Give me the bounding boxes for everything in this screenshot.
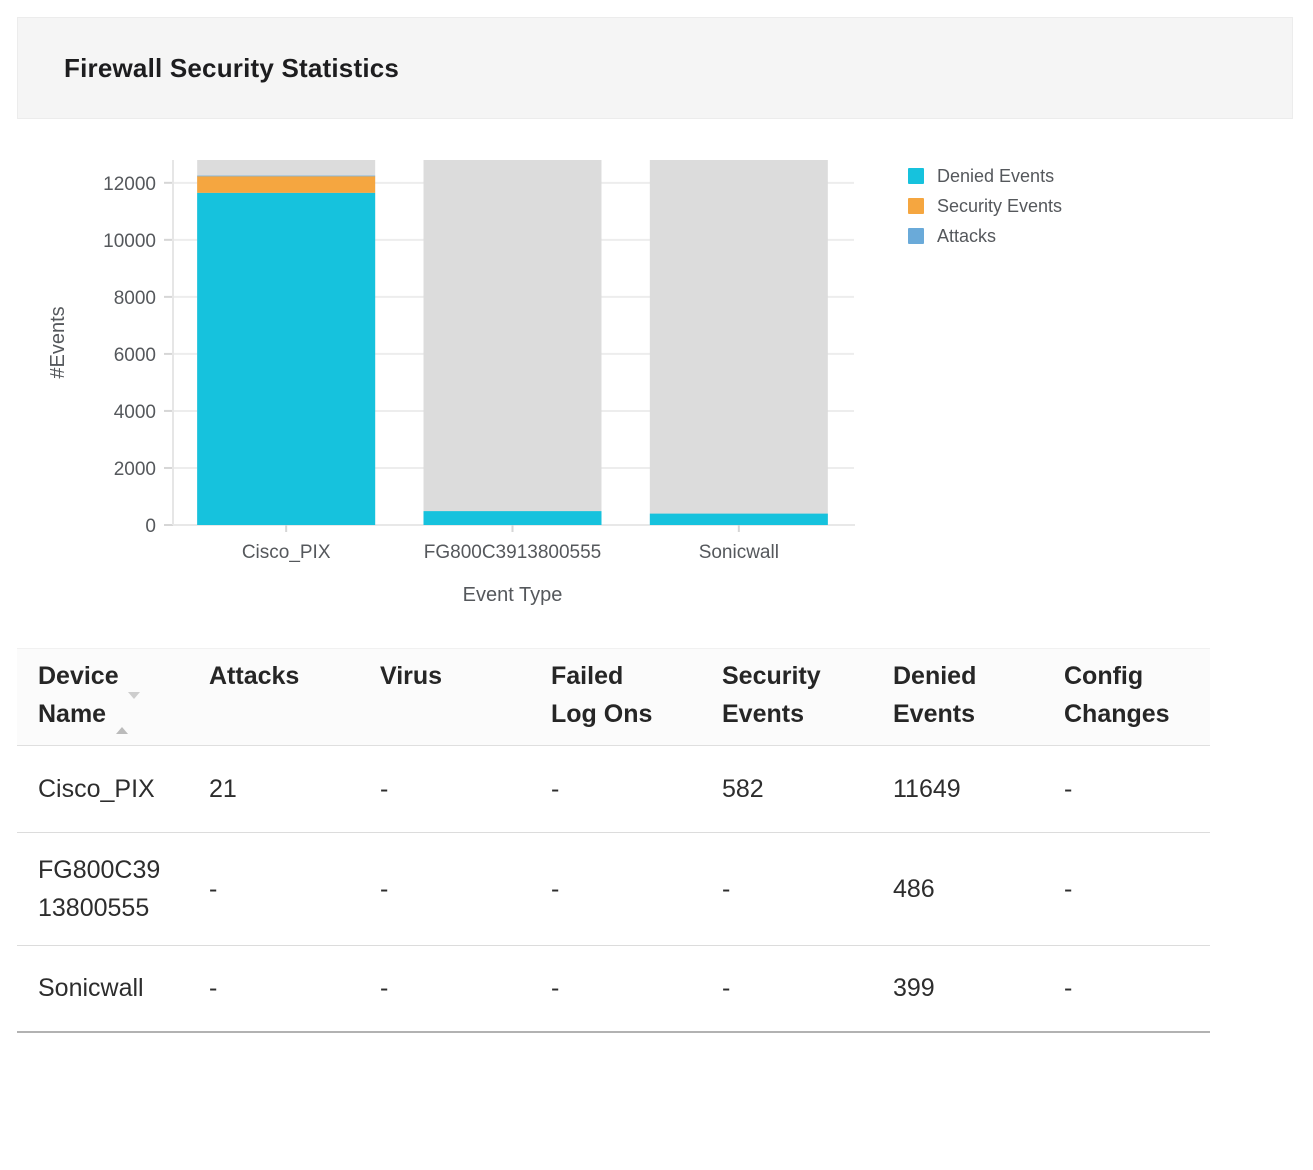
legend-item-security-events[interactable]: Security Events bbox=[908, 195, 1063, 216]
bar-segment[interactable] bbox=[649, 513, 828, 525]
y-tick-label: 6000 bbox=[114, 345, 156, 366]
chart-legend: Denied Events Security Events Attacks bbox=[908, 165, 1063, 258]
cell-config-changes: - bbox=[1043, 945, 1210, 1033]
stacked-bar-chart[interactable]: 0 2000 4000 6000 8000 10000 12000 Cisco_PIX FG80… bbox=[0, 150, 880, 620]
y-axis-title: #Events bbox=[47, 306, 69, 378]
bar-track bbox=[423, 160, 602, 525]
cell-failed-log-ons: - bbox=[530, 945, 701, 1033]
column-header-attacks: Attacks bbox=[188, 648, 359, 746]
column-header-security-events: Security Events bbox=[701, 648, 872, 746]
cell-security-events: - bbox=[701, 832, 872, 946]
cell-config-changes: - bbox=[1043, 745, 1210, 833]
y-tick-label: 8000 bbox=[114, 288, 156, 309]
device-stats-table: Device Name Attacks Virus Failed Log Ons… bbox=[17, 648, 1210, 1033]
cell-denied-events: 399 bbox=[872, 945, 1043, 1033]
page-title: Firewall Security Statistics bbox=[64, 52, 400, 83]
y-tick-label: 2000 bbox=[114, 459, 156, 480]
x-tick-label: FG800C3913800555 bbox=[424, 542, 601, 563]
column-header-label: Device Name bbox=[38, 662, 119, 728]
cell-denied-events: 11649 bbox=[872, 745, 1043, 833]
report-header-panel: Firewall Security Statistics bbox=[17, 17, 1293, 119]
column-header-device-name[interactable]: Device Name bbox=[17, 648, 188, 746]
bar-segment[interactable] bbox=[197, 175, 376, 177]
y-tick-label: 4000 bbox=[114, 402, 156, 423]
column-header-denied-events: Denied Events bbox=[872, 648, 1043, 746]
cell-virus: - bbox=[359, 832, 530, 946]
cell-virus: - bbox=[359, 745, 530, 833]
legend-swatch bbox=[908, 228, 924, 244]
bar-segment[interactable] bbox=[197, 192, 376, 526]
device-name-cell: FG800C39 13800555 bbox=[17, 832, 188, 946]
cell-config-changes: - bbox=[1043, 832, 1210, 946]
legend-swatch bbox=[908, 198, 924, 214]
cell-virus: - bbox=[359, 945, 530, 1033]
x-axis-title: Event Type bbox=[463, 584, 563, 606]
x-tick-label: Cisco_PIX bbox=[242, 542, 331, 563]
legend-swatch bbox=[908, 168, 924, 184]
legend-label: Security Events bbox=[937, 195, 1063, 216]
table-row: Cisco_PIX 21 - - 582 11649 - bbox=[17, 745, 1210, 833]
bar-segment[interactable] bbox=[197, 176, 376, 193]
table-row: Sonicwall - - - - 399 - bbox=[17, 945, 1210, 1033]
bar-segment[interactable] bbox=[423, 511, 602, 525]
y-tick-label: 0 bbox=[145, 516, 156, 537]
sort-icon[interactable] bbox=[116, 692, 141, 735]
x-tick-label: Sonicwall bbox=[699, 542, 779, 563]
cell-attacks: 21 bbox=[188, 745, 359, 833]
device-name-cell: Sonicwall bbox=[17, 945, 188, 1033]
cell-attacks: - bbox=[188, 832, 359, 946]
y-tick-label: 12000 bbox=[103, 174, 156, 195]
legend-label: Denied Events bbox=[937, 165, 1055, 186]
y-tick-label: 10000 bbox=[103, 231, 156, 252]
device-name-cell: Cisco_PIX bbox=[17, 745, 188, 833]
column-header-failed-log-ons: Failed Log Ons bbox=[530, 648, 701, 746]
cell-security-events: - bbox=[701, 945, 872, 1033]
cell-denied-events: 486 bbox=[872, 832, 1043, 946]
legend-label: Attacks bbox=[937, 225, 997, 246]
table-row: FG800C39 13800555 - - - - 486 - bbox=[17, 832, 1210, 946]
legend-item-denied-events[interactable]: Denied Events bbox=[908, 165, 1062, 186]
bar-track bbox=[649, 160, 828, 525]
cell-attacks: - bbox=[188, 945, 359, 1033]
cell-security-events: 582 bbox=[701, 745, 872, 833]
table-header-row: Device Name Attacks Virus Failed Log Ons… bbox=[17, 648, 1210, 746]
column-header-virus: Virus bbox=[359, 648, 530, 746]
legend-item-attacks[interactable]: Attacks bbox=[908, 225, 1062, 246]
cell-failed-log-ons: - bbox=[530, 745, 701, 833]
column-header-config-changes: Config Changes bbox=[1043, 648, 1210, 746]
cell-failed-log-ons: - bbox=[530, 832, 701, 946]
